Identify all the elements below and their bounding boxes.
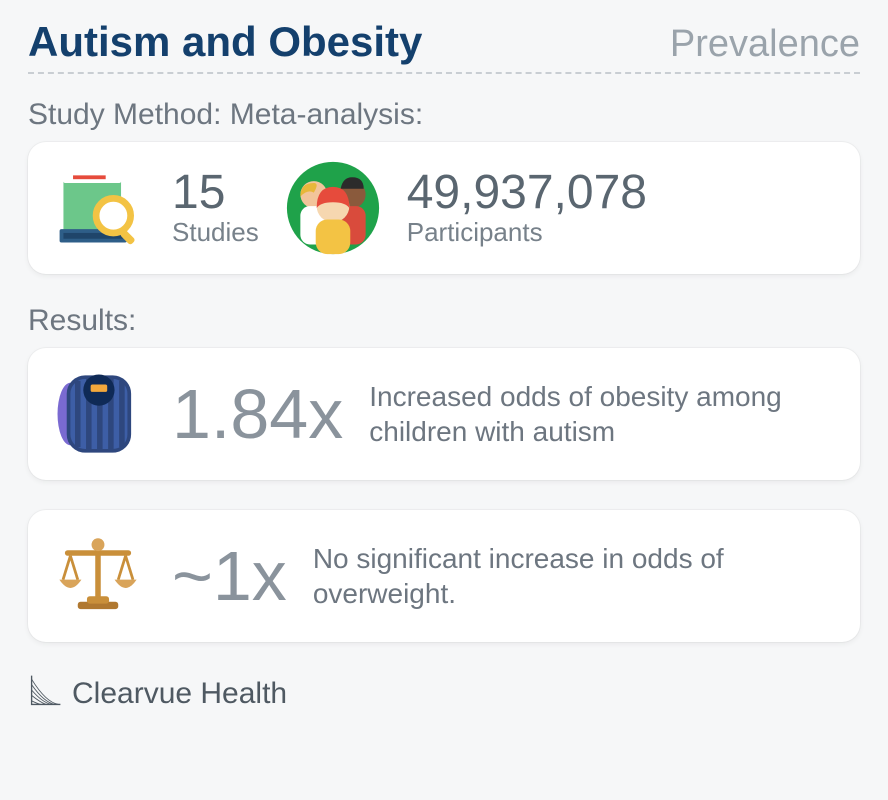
brand-text: Clearvue Health [72,677,287,711]
balance-scale-icon [50,528,146,624]
footer-brand: Clearvue Health [28,672,860,716]
study-method-card: 15 Studies 49,937,078 Participants [28,142,860,274]
method-section-label: Study Method: Meta-analysis: [28,98,860,132]
page-title: Autism and Obesity [28,18,422,66]
result-desc-0: Increased odds of obesity among children… [369,379,838,449]
participants-stat: 49,937,078 Participants [407,169,647,248]
result-card-0: 1.84x Increased odds of obesity among ch… [28,348,860,480]
header-row: Autism and Obesity Prevalence [28,18,860,74]
result-value-0: 1.84x [172,379,343,449]
brand-icon [28,672,64,716]
participants-icon [285,160,381,256]
page-subtitle: Prevalence [670,23,860,66]
result-card-1: ~1x No significant increase in odds of o… [28,510,860,642]
participants-label: Participants [407,217,647,248]
results-section-label: Results: [28,304,860,338]
scale-weight-icon [50,366,146,462]
result-value-1: ~1x [172,541,287,611]
participants-value: 49,937,078 [407,169,647,217]
studies-stat: 15 Studies [172,169,259,248]
studies-label: Studies [172,217,259,248]
studies-value: 15 [172,169,259,217]
result-desc-1: No significant increase in odds of overw… [313,541,838,611]
studies-icon [50,160,146,256]
